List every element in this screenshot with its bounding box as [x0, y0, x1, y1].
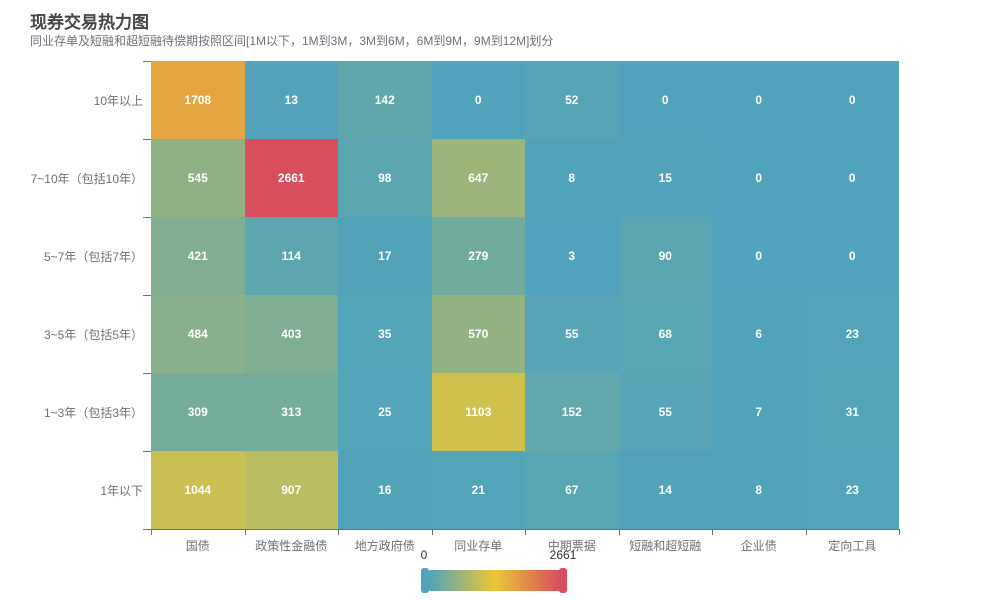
heatmap-cell[interactable]: 23	[805, 295, 899, 373]
heatmap-cell[interactable]: 1044	[151, 451, 245, 529]
heatmap-cell[interactable]: 907	[244, 451, 338, 529]
x-axis-tick	[712, 529, 713, 535]
heatmap-cell[interactable]: 55	[525, 295, 619, 373]
x-axis-tick	[151, 529, 152, 535]
heatmap-cell[interactable]: 545	[151, 139, 245, 217]
x-axis-label: 国债	[185, 539, 210, 553]
heatmap-cell[interactable]: 1708	[151, 61, 245, 139]
y-axis-tick	[143, 217, 151, 218]
heatmap-cell[interactable]: 25	[338, 373, 432, 451]
heatmap-cell[interactable]: 55	[618, 373, 712, 451]
y-axis-tick	[143, 451, 151, 452]
heatmap-cell[interactable]: 309	[151, 373, 245, 451]
legend-gradient-bar[interactable]	[429, 570, 560, 591]
x-axis-tick	[899, 529, 900, 535]
heatmap-cell[interactable]: 279	[431, 217, 525, 295]
x-axis-label: 政策性金融债	[255, 539, 328, 553]
heatmap-cell[interactable]: 114	[244, 217, 338, 295]
x-axis-tick	[805, 529, 807, 535]
chart-title: 现券交易热力图	[30, 13, 149, 32]
x-axis-tick	[618, 529, 620, 535]
heatmap-cell[interactable]: 403	[244, 295, 338, 373]
heatmap-cell[interactable]: 8	[712, 451, 806, 529]
legend-min-handle[interactable]	[421, 568, 429, 593]
y-axis-tick	[143, 295, 151, 296]
y-axis-tick	[143, 373, 151, 374]
heatmap-cell[interactable]: 313	[244, 373, 338, 451]
heatmap-cell[interactable]: 8	[525, 139, 619, 217]
heatmap-cell[interactable]: 16	[338, 451, 432, 529]
heatmap-cell[interactable]: 0	[805, 139, 899, 217]
heatmap-cell[interactable]: 0	[431, 61, 525, 139]
heatmap-cell[interactable]: 0	[712, 217, 806, 295]
x-axis-tick	[525, 529, 526, 535]
heatmap-cell[interactable]: 23	[805, 451, 899, 529]
heatmap-cell[interactable]: 152	[525, 373, 619, 451]
x-axis-label: 同业存单	[454, 539, 503, 553]
heatmap-cell[interactable]: 6	[712, 295, 806, 373]
y-axis-tick	[143, 529, 151, 530]
heatmap-cell[interactable]: 14	[618, 451, 712, 529]
x-axis-label: 中期票据	[547, 539, 596, 553]
chart-subtitle: 同业存单及短融和超短融待偿期按照区间[1M以下，1M到3M，3M到6M，6M到9…	[30, 34, 554, 48]
heatmap-cell[interactable]: 17	[338, 217, 432, 295]
heatmap-cell[interactable]: 35	[338, 295, 432, 373]
x-axis-tick	[431, 529, 433, 535]
x-axis-label: 短融和超短融	[629, 539, 702, 553]
x-axis-tick	[244, 529, 246, 535]
heatmap-cell[interactable]: 21	[431, 451, 525, 529]
heatmap-cell[interactable]: 421	[151, 217, 245, 295]
heatmap-cell[interactable]: 67	[525, 451, 619, 529]
heatmap-cell[interactable]: 142	[338, 61, 432, 139]
heatmap-cell[interactable]: 3	[525, 217, 619, 295]
heatmap-cell[interactable]: 68	[618, 295, 712, 373]
heatmap-cell[interactable]: 52	[525, 61, 619, 139]
legend-max-label: 2661	[549, 548, 577, 562]
x-axis-label: 地方政府债	[354, 539, 415, 553]
x-axis-label: 定向工具	[828, 539, 877, 553]
heatmap-plot-area: 1708 13 142 0 52 0 0 0 545 2661 98 647 8 15 0 0 421 114 17…	[151, 61, 899, 529]
legend-max-handle[interactable]	[559, 568, 567, 593]
heatmap-cell[interactable]: 98	[338, 139, 432, 217]
y-axis-label: 1年以下	[100, 483, 143, 498]
heatmap-cell[interactable]: 647	[431, 139, 525, 217]
legend-min-label: 0	[420, 548, 428, 562]
heatmap-cell[interactable]: 15	[618, 139, 712, 217]
x-axis-label: 企业债	[740, 539, 777, 553]
heatmap-cell[interactable]: 13	[244, 61, 338, 139]
y-axis-tick	[143, 139, 151, 140]
heatmap-cell[interactable]: 7	[712, 373, 806, 451]
heatmap-cell[interactable]: 570	[431, 295, 525, 373]
y-axis-label: 10年以上	[93, 93, 143, 108]
y-axis-label: 1~3年（包括3年）	[43, 405, 143, 420]
heatmap-cell[interactable]: 0	[712, 139, 806, 217]
heatmap-cell[interactable]: 0	[805, 61, 899, 139]
heatmap-cell[interactable]: 90	[618, 217, 712, 295]
y-axis-tick	[143, 61, 151, 62]
y-axis-label: 5~7年（包括7年）	[43, 249, 143, 264]
heatmap-cell[interactable]: 0	[805, 217, 899, 295]
heatmap-cell[interactable]: 0	[618, 61, 712, 139]
heatmap-cell[interactable]: 1103	[431, 373, 525, 451]
heatmap-cell[interactable]: 31	[805, 373, 899, 451]
x-axis-tick	[338, 529, 339, 535]
y-axis-label: 3~5年（包括5年）	[43, 327, 143, 342]
heatmap-cell[interactable]: 0	[712, 61, 806, 139]
y-axis-label: 7~10年（包括10年）	[30, 171, 143, 186]
heatmap-cell[interactable]: 2661	[244, 139, 338, 217]
heatmap-cell[interactable]: 484	[151, 295, 245, 373]
